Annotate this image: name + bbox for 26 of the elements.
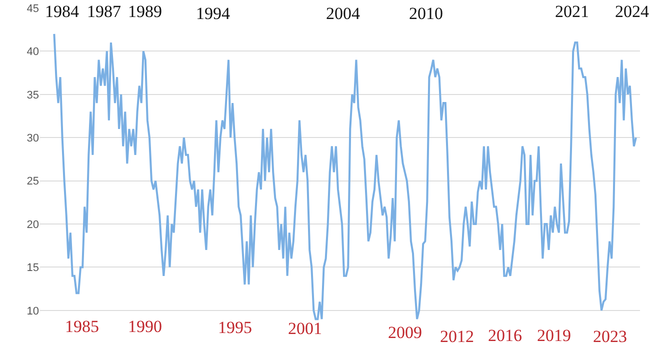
y-tick-label: 15 bbox=[26, 262, 39, 274]
annotation: 2004 bbox=[326, 4, 360, 23]
y-tick-label: 20 bbox=[26, 218, 39, 231]
annotation: 2024 bbox=[615, 2, 650, 21]
y-tick-label: 45 bbox=[26, 2, 39, 15]
annotation: 1990 bbox=[128, 317, 162, 336]
y-tick-label: 40 bbox=[26, 46, 39, 58]
annotation: 2010 bbox=[409, 4, 443, 23]
annotation: 1994 bbox=[196, 4, 230, 23]
annotation: 1985 bbox=[65, 317, 99, 336]
annotation: 2001 bbox=[288, 319, 322, 338]
annotation: 2009 bbox=[388, 323, 422, 342]
annotation: 1987 bbox=[87, 2, 122, 21]
annotation: 2021 bbox=[555, 2, 589, 21]
annotation: 1989 bbox=[128, 2, 162, 21]
annotation: 2019 bbox=[537, 326, 571, 345]
line-series bbox=[53, 32, 637, 320]
y-tick-label: 30 bbox=[26, 132, 39, 144]
annotation: 2023 bbox=[593, 327, 627, 345]
annotation: 1995 bbox=[218, 318, 252, 337]
y-tick-label: 25 bbox=[26, 176, 39, 188]
y-tick-label: 10 bbox=[26, 305, 39, 318]
y-tick-label: 35 bbox=[26, 89, 39, 102]
annotation: 2016 bbox=[488, 326, 522, 345]
annotation: 2012 bbox=[440, 327, 474, 345]
annotation: 1984 bbox=[45, 2, 80, 21]
